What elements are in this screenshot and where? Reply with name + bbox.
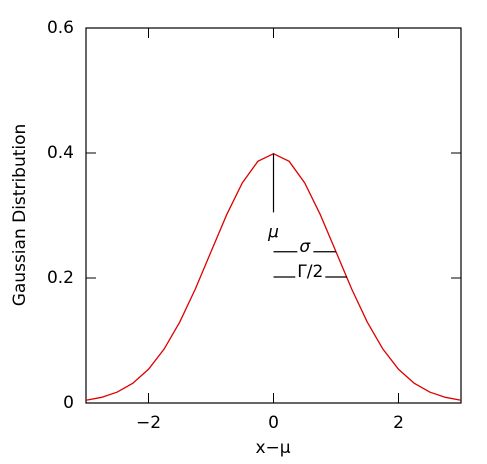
x-axis-label: x−μ — [255, 438, 290, 458]
y-tick-label: 0 — [63, 393, 74, 413]
x-tick-label: 2 — [393, 413, 404, 433]
x-tick-label: −2 — [136, 413, 161, 433]
annotation-label: Γ/2 — [297, 262, 323, 282]
plot-frame — [85, 27, 462, 404]
y-axis-label: Gaussian Distribution — [10, 124, 30, 307]
y-tick-label: 0.4 — [47, 143, 74, 163]
annotation-label: σ — [299, 237, 311, 257]
label-gap — [297, 249, 314, 254]
label-gap — [295, 275, 326, 279]
annotation-label: μ — [267, 222, 279, 242]
y-tick-label: 0.6 — [47, 18, 74, 38]
y-tick-label: 0.2 — [47, 268, 74, 288]
x-tick-label: 0 — [268, 413, 279, 433]
